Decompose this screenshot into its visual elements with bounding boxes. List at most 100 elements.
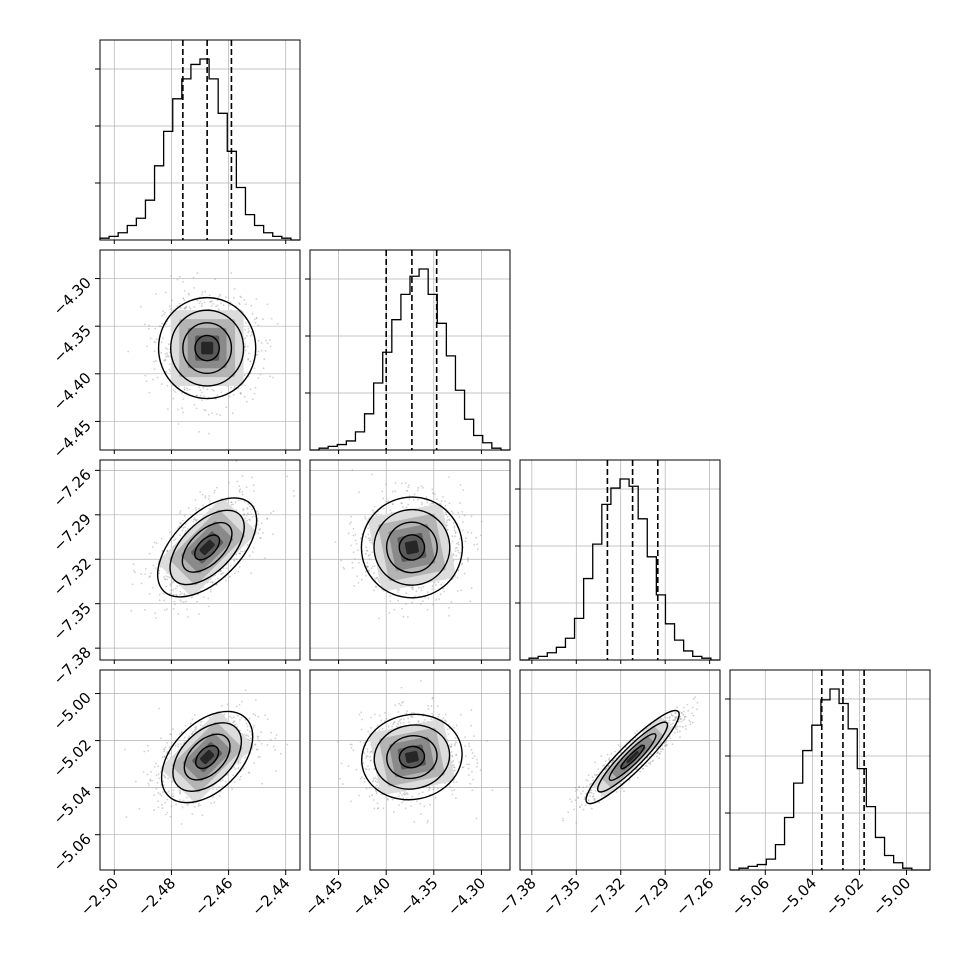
scatter-point	[162, 791, 164, 793]
scatter-point	[163, 313, 165, 315]
scatter-point	[232, 412, 234, 414]
scatter-point	[370, 542, 372, 544]
scatter-point	[163, 600, 165, 602]
scatter-point	[267, 744, 269, 746]
scatter-point	[350, 521, 352, 523]
scatter-point	[219, 414, 221, 416]
scatter-point	[154, 612, 156, 614]
scatter-point	[238, 763, 240, 765]
scatter-point	[254, 393, 256, 395]
scatter-point	[458, 544, 460, 546]
scatter-point	[420, 587, 422, 589]
scatter-point	[184, 737, 186, 739]
scatter-point	[261, 743, 263, 745]
scatter-point	[213, 390, 215, 392]
scatter-point	[384, 712, 386, 714]
scatter-point	[398, 711, 400, 713]
scatter-point	[187, 616, 189, 618]
scatter-point	[150, 338, 152, 340]
scatter-point	[156, 338, 158, 340]
scatter-point	[242, 551, 244, 553]
scatter-point	[389, 595, 391, 597]
scatter-point	[400, 722, 402, 724]
scatter-point	[467, 531, 469, 533]
scatter-point	[436, 498, 438, 500]
scatter-point	[191, 813, 193, 815]
scatter-point	[218, 308, 220, 310]
scatter-point	[160, 326, 162, 328]
scatter-point	[185, 601, 187, 603]
scatter-point	[462, 530, 464, 532]
scatter-point	[385, 501, 387, 503]
scatter-point	[162, 807, 164, 809]
scatter-point	[152, 379, 154, 381]
scatter-point	[150, 572, 152, 574]
scatter-point	[451, 601, 453, 603]
scatter-point	[431, 705, 433, 707]
scatter-point	[178, 423, 180, 425]
scatter-point	[229, 716, 231, 718]
scatter-point	[461, 511, 463, 513]
scatter-point	[249, 555, 251, 557]
scatter-point	[370, 760, 372, 762]
scatter-point	[471, 532, 473, 534]
scatter-point	[358, 562, 360, 564]
scatter-point	[437, 787, 439, 789]
scatter-point	[194, 404, 196, 406]
scatter-point	[355, 540, 357, 542]
scatter-point	[208, 414, 210, 416]
scatter-point	[186, 387, 188, 389]
scatter-point	[432, 715, 434, 717]
scatter-point	[172, 728, 174, 730]
scatter-point	[209, 500, 211, 502]
scatter-point	[374, 808, 376, 810]
scatter-point	[393, 811, 395, 813]
scatter-point	[161, 323, 163, 325]
scatter-point	[253, 762, 255, 764]
scatter-point	[259, 529, 261, 531]
scatter-point	[164, 756, 166, 758]
scatter-point	[149, 593, 151, 595]
scatter-point	[152, 587, 154, 589]
histogram-step	[730, 689, 930, 870]
scatter-point	[163, 781, 165, 783]
scatter-point	[168, 791, 170, 793]
scatter-point	[461, 564, 463, 566]
scatter-point	[365, 546, 367, 548]
scatter-point	[158, 792, 160, 794]
scatter-point	[218, 786, 220, 788]
scatter-point	[251, 476, 253, 478]
scatter-point	[465, 755, 467, 757]
density-shading	[367, 503, 456, 592]
scatter-point	[209, 301, 211, 303]
scatter-point	[375, 514, 377, 516]
scatter-point	[152, 565, 154, 567]
scatter-point	[460, 589, 462, 591]
scatter-point	[174, 601, 176, 603]
scatter-point	[476, 543, 478, 545]
scatter-point	[365, 575, 367, 577]
scatter-point	[173, 594, 175, 596]
scatter-point	[170, 590, 172, 592]
scatter-point	[377, 808, 379, 810]
scatter-point	[276, 734, 278, 736]
scatter-point	[256, 298, 258, 300]
scatter-point	[166, 385, 168, 387]
scatter-point	[208, 495, 210, 497]
scatter-point	[407, 487, 409, 489]
scatter-point	[164, 802, 166, 804]
scatter-point	[161, 315, 163, 317]
scatter-point	[188, 735, 190, 737]
scatter-point	[167, 576, 169, 578]
scatter-point	[239, 704, 241, 706]
scatter-point	[406, 710, 408, 712]
scatter-point	[441, 500, 443, 502]
scatter-point	[414, 493, 416, 495]
scatter-point	[273, 746, 275, 748]
scatter-point	[175, 745, 177, 747]
scatter-point	[177, 743, 179, 745]
scatter-point	[229, 576, 231, 578]
scatter-point	[204, 497, 206, 499]
scatter-point	[377, 803, 379, 805]
scatter-point	[467, 559, 469, 561]
